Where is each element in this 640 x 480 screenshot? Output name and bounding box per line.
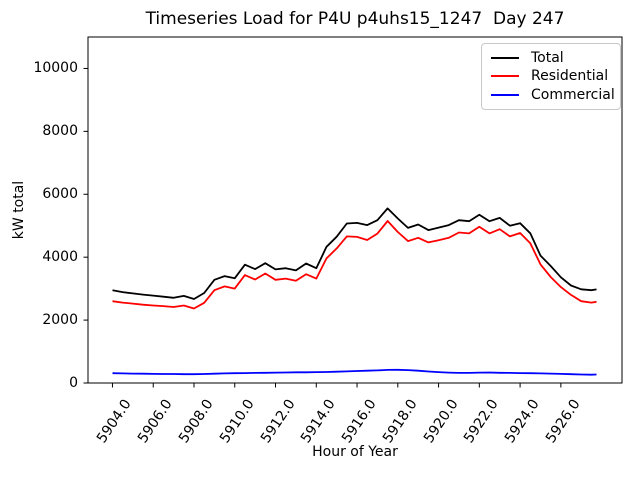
- residential-line-swatch: [491, 75, 519, 78]
- y-tick-label: 6000: [42, 186, 78, 203]
- x-axis-label: Hour of Year: [312, 444, 398, 460]
- total-line: [112, 207, 597, 300]
- legend-entry-total: Total: [491, 49, 611, 67]
- legend-label-residential: Residential: [531, 68, 609, 85]
- y-tick-label: 0: [69, 375, 78, 391]
- legend-entry-residential: Residential: [491, 67, 611, 85]
- legend-label-commercial: Commercial: [531, 86, 615, 103]
- chart-title: Timeseries Load for P4U p4uhs15_1247 Day…: [145, 9, 565, 29]
- y-tick-label: 2000: [42, 312, 78, 329]
- residential-line: [112, 220, 597, 310]
- commercial-line: [112, 368, 597, 376]
- commercial-line-swatch: [491, 93, 519, 96]
- axes-spines: [87, 36, 623, 384]
- y-tick-label: 10000: [33, 60, 78, 77]
- y-tick-label: 4000: [42, 249, 78, 266]
- legend-entry-commercial: Commercial: [491, 86, 615, 104]
- legend-label-total: Total: [531, 50, 564, 67]
- total-line-swatch: [491, 57, 519, 60]
- y-tick-label: 8000: [42, 123, 78, 140]
- legend: Total Residential Commercial: [481, 43, 621, 110]
